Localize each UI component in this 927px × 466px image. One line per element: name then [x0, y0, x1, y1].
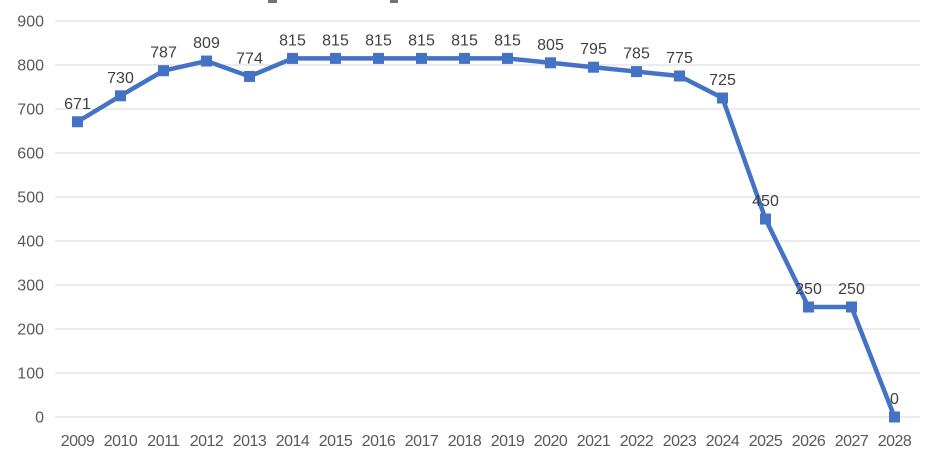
- x-tick-label: 2026: [792, 433, 826, 450]
- data-label: 671: [64, 96, 91, 113]
- x-tick-label: 2017: [405, 433, 439, 450]
- data-label: 795: [580, 41, 607, 58]
- x-tick-label: 2018: [448, 433, 482, 450]
- data-label: 815: [279, 32, 306, 49]
- data-point-marker: [158, 65, 169, 77]
- data-point-marker: [416, 52, 427, 64]
- data-label: 815: [408, 32, 435, 49]
- y-tick-label: 400: [17, 234, 44, 251]
- data-point-marker: [889, 411, 900, 423]
- y-tick-label: 800: [17, 58, 44, 75]
- clipped-title-fragment: [390, 0, 398, 3]
- data-point-marker: [502, 52, 513, 64]
- data-point-marker: [846, 301, 857, 313]
- x-tick-label: 2009: [61, 433, 95, 450]
- data-label: 774: [236, 50, 263, 67]
- y-tick-label: 900: [17, 14, 44, 31]
- x-tick-label: 2014: [276, 433, 310, 450]
- data-line: [75, 56, 897, 420]
- data-label: 450: [752, 193, 779, 210]
- data-point-marker: [631, 66, 642, 78]
- data-point-marker: [717, 92, 728, 104]
- y-tick-label: 700: [17, 102, 44, 119]
- data-point-marker: [287, 52, 298, 64]
- data-point-marker: [330, 52, 341, 64]
- x-tick-label: 2020: [534, 433, 568, 450]
- data-point-marker: [201, 55, 212, 67]
- data-label: 787: [150, 45, 177, 62]
- data-point-marker: [244, 70, 255, 82]
- x-tick-label: 2016: [362, 433, 396, 450]
- y-tick-label: 300: [17, 278, 44, 295]
- y-tick-label: 200: [17, 322, 44, 339]
- x-tick-label: 2028: [878, 433, 912, 450]
- data-label: 725: [709, 72, 736, 89]
- data-point-marker: [760, 213, 771, 225]
- x-tick-label: 2022: [620, 433, 654, 450]
- data-point-marker: [373, 52, 384, 64]
- x-tick-label: 2013: [233, 433, 267, 450]
- data-point-marker: [115, 90, 126, 102]
- x-tick-label: 2027: [835, 433, 869, 450]
- x-tick-label: 2011: [147, 433, 180, 450]
- y-tick-label: 500: [17, 190, 44, 207]
- clipped-title-fragment: [268, 0, 277, 3]
- data-point-marker: [459, 52, 470, 64]
- data-point-marker: [588, 61, 599, 73]
- data-label: 250: [838, 281, 865, 298]
- y-tick-label: 100: [17, 366, 44, 383]
- data-point-marker: [72, 116, 83, 128]
- data-label: 250: [795, 281, 822, 298]
- data-label: 0: [890, 391, 899, 408]
- data-point-marker: [545, 57, 556, 69]
- x-tick-label: 2024: [706, 433, 740, 450]
- data-label: 815: [451, 32, 478, 49]
- data-point-marker: [674, 70, 685, 82]
- x-tick-label: 2012: [190, 433, 224, 450]
- x-tick-label: 2019: [491, 433, 525, 450]
- data-label: 775: [666, 50, 693, 67]
- data-label: 805: [537, 37, 564, 54]
- data-label: 730: [107, 70, 134, 87]
- x-tick-label: 2015: [319, 433, 353, 450]
- x-tick-label: 2025: [749, 433, 783, 450]
- y-tick-label: 0: [35, 410, 44, 427]
- x-tick-label: 2010: [104, 433, 138, 450]
- data-label: 815: [365, 32, 392, 49]
- data-label: 815: [494, 32, 521, 49]
- data-label: 809: [193, 35, 220, 52]
- x-tick-label: 2021: [577, 433, 611, 450]
- x-tick-label: 2023: [663, 433, 697, 450]
- y-tick-label: 600: [17, 146, 44, 163]
- data-point-marker: [803, 301, 814, 313]
- data-label: 785: [623, 46, 650, 63]
- data-label: 815: [322, 32, 349, 49]
